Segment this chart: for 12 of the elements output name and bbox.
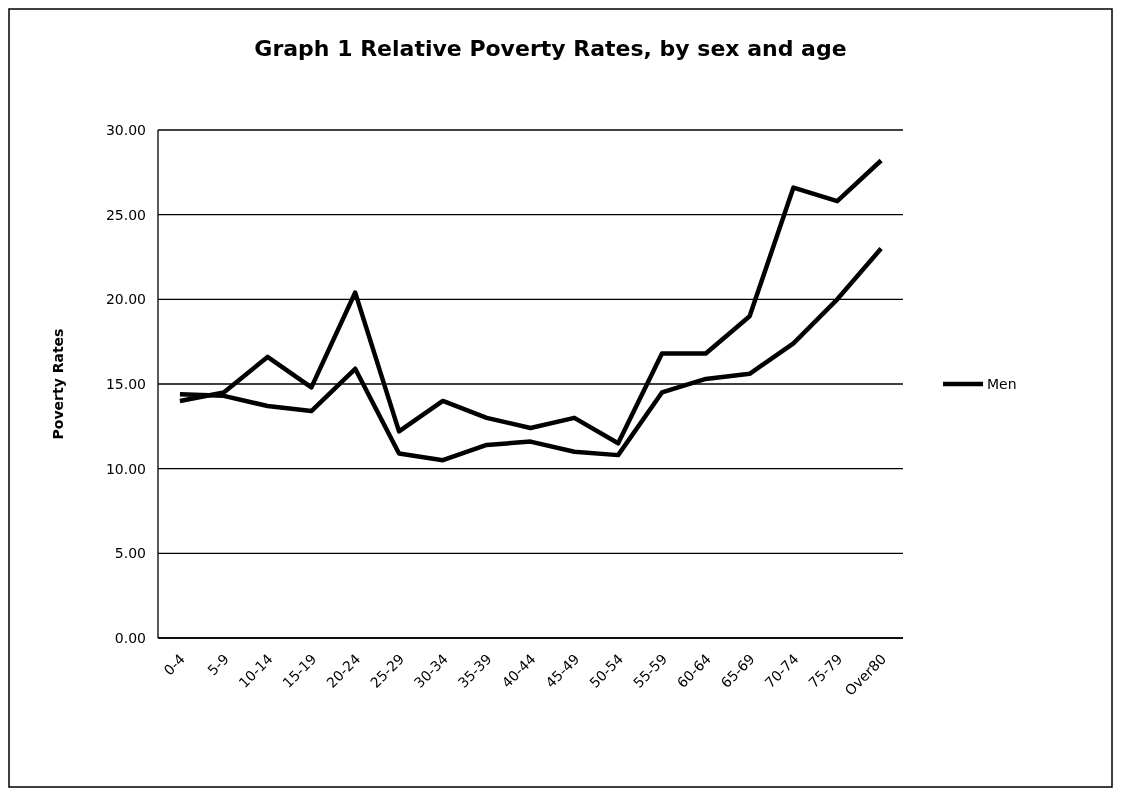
x-tick-label: 0-4 [160,650,189,679]
legend-label: Men [987,375,1017,392]
y-tick-label: 30.00 [105,121,146,138]
x-tick-label: 5-9 [204,650,232,679]
y-tick-label: 10.00 [105,460,146,477]
y-tick-label: 20.00 [105,291,146,308]
y-tick-label: 0.00 [114,629,146,646]
chart-title: Graph 1 Relative Poverty Rates, by sex and age [254,36,847,61]
y-tick-label: 5.00 [114,545,146,562]
y-axis-title: Poverty Rates [50,328,66,440]
y-tick-label: 15.00 [105,375,146,392]
y-tick-label: 25.00 [105,206,146,223]
